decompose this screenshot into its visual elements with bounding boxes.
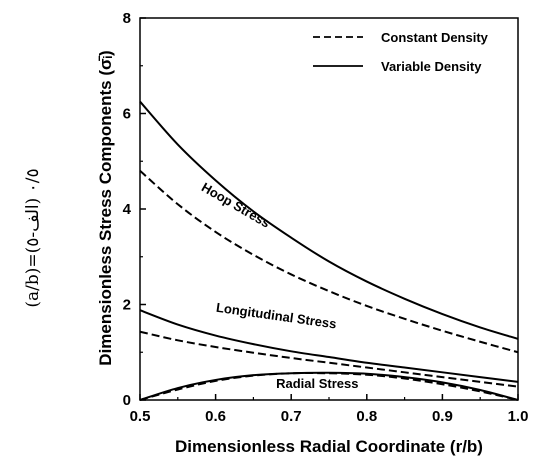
ticks-layer: 0.5 0.6 0.7 0.8 0.9 1.0 0 2 4 6 8 [123, 10, 529, 425]
radial-stress-label: Radial Stress [276, 376, 358, 391]
longitudinal-stress-variable-density-line [139, 309, 519, 383]
y-tick-label: 2 [123, 297, 131, 314]
plot-area-frame [139, 17, 519, 401]
x-tick-label: 1.0 [508, 408, 529, 425]
y-tick-label: 4 [123, 201, 132, 218]
annotation-layer: Hoop Stress Longitudinal Stress Radial Str… [199, 180, 358, 392]
side-label: (a/b)=٠/٥ (الف-٥) [23, 168, 43, 307]
x-tick-label: 0.8 [356, 408, 377, 425]
legend: Constant Density Variable Density [313, 30, 489, 74]
radial-stress-constant-density-line [139, 372, 519, 401]
series-layer [139, 100, 519, 401]
legend-label-constant-density: Constant Density [381, 30, 489, 45]
y-axis-title: Dimensionless Stress Components (σ̄ᵢ) [96, 50, 115, 365]
legend-label-variable-density: Variable Density [381, 59, 482, 74]
x-tick-label: 0.7 [281, 408, 302, 425]
x-tick-label: 0.9 [432, 408, 453, 425]
x-axis-title: Dimensionless Radial Coordinate (r/b) [175, 437, 483, 456]
y-tick-label: 0 [123, 392, 131, 409]
hoop-stress-label: Hoop Stress [199, 180, 273, 231]
longitudinal-stress-label: Longitudinal Stress [215, 300, 337, 332]
x-tick-label: 0.6 [205, 408, 226, 425]
radial-stress-variable-density-line [139, 371, 519, 401]
longitudinal-stress-constant-density-line [139, 330, 519, 388]
y-tick-label: 6 [123, 106, 131, 123]
hoop-stress-variable-density-line [139, 100, 519, 340]
y-tick-label: 8 [123, 10, 131, 27]
x-tick-label: 0.5 [130, 408, 151, 425]
